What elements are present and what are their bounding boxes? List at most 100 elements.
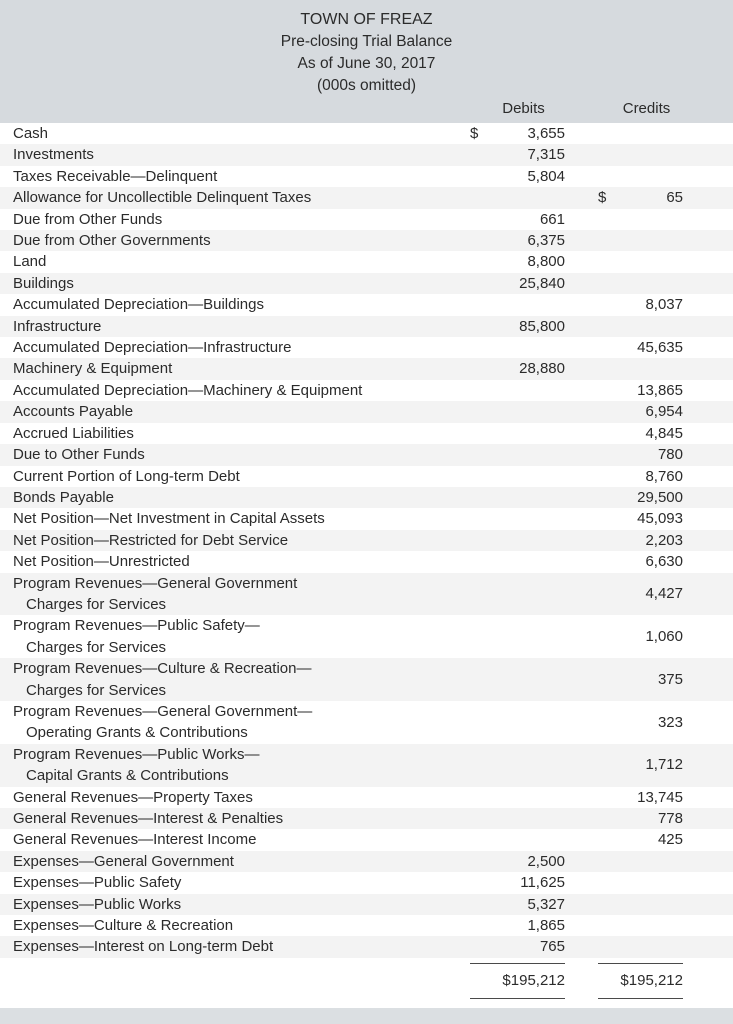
credit-amount: 778 — [657, 810, 683, 827]
account-line2: Charges for Services — [26, 595, 167, 613]
debit-amount: 1,865 — [527, 917, 565, 935]
account-name: Taxes Receivable—Delinquent — [13, 166, 470, 187]
credit-amount: 780 — [657, 446, 683, 464]
credit-amount: 1,712 — [645, 756, 683, 774]
debit-amount: 28,880 — [519, 360, 565, 378]
debit-cell: 2,500 — [470, 851, 565, 872]
account-line1: Accumulated Depreciation—Infrastructure — [13, 339, 292, 357]
table-row: Program Revenues—Culture & Recreation— Ch… — [0, 658, 733, 701]
credit-cell: 375 — [598, 669, 683, 690]
debit-cell: 661 — [470, 209, 565, 230]
account-name: Current Portion of Long-term Debt — [13, 466, 470, 487]
credit-amount: 65 — [666, 189, 683, 207]
account-line1: Infrastructure — [13, 317, 102, 335]
credit-amount: 425 — [657, 831, 683, 849]
account-line1: Program Revenues—Culture & Recreation— — [13, 660, 312, 678]
account-line1: Buildings — [13, 274, 74, 292]
credit-amount: 13,745 — [637, 788, 683, 806]
account-name: Bonds Payable — [13, 487, 470, 508]
debit-cell: 6,375 — [470, 230, 565, 251]
debit-cell: $3,655 — [470, 123, 565, 144]
account-line1: Current Portion of Long-term Debt — [13, 467, 240, 485]
credit-cell: 4,427 — [598, 583, 683, 604]
debit-cell: 5,804 — [470, 166, 565, 187]
account-line1: Accounts Payable — [13, 403, 134, 421]
account-line1: Expenses—Culture & Recreation — [13, 917, 234, 935]
table-row: Machinery & Equipment 28,880 — [0, 358, 733, 380]
credit-amount: 4,845 — [645, 424, 683, 442]
table-row: Allowance for Uncollectible Delinquent T… — [0, 187, 733, 209]
account-line1: Expenses—Public Safety — [13, 874, 182, 892]
table-row: Accumulated Depreciation—Machinery & Equ… — [0, 380, 733, 401]
table-row: Expenses—Public Works 5,327 — [0, 893, 733, 916]
credit-cell: 6,954 — [598, 401, 683, 422]
debit-cell: 5,327 — [470, 894, 565, 915]
account-name: Program Revenues—General Government Charg… — [13, 573, 470, 616]
credit-cell: 778 — [598, 808, 683, 829]
account-line1: Cash — [13, 125, 49, 142]
account-line1: Program Revenues—Public Works— — [13, 745, 260, 763]
credit-amount: 29,500 — [637, 488, 683, 506]
account-name: Investments — [13, 144, 470, 165]
debit-amount: 3,655 — [527, 125, 565, 142]
account-name: Accumulated Depreciation—Machinery & Equ… — [13, 380, 470, 401]
credit-cell: 425 — [598, 829, 683, 850]
account-line1: Investments — [13, 146, 94, 164]
credit-amount: 45,635 — [637, 339, 683, 357]
account-name: Net Position—Net Investment in Capital A… — [13, 508, 470, 529]
account-name: Net Position—Unrestricted — [13, 551, 470, 572]
credit-cell: 45,635 — [598, 337, 683, 358]
table-row: General Revenues—Property Taxes 13,745 — [0, 787, 733, 808]
table-row: Accrued Liabilities 4,845 — [0, 423, 733, 444]
totals-row: $195,212 $195,212 — [0, 962, 733, 999]
table-row: General Revenues—Interest & Penalties 778 — [0, 808, 733, 830]
account-line1: Due from Other Funds — [13, 210, 163, 228]
account-name: Expenses—General Government — [13, 851, 470, 872]
account-name: Due to Other Funds — [13, 444, 470, 465]
account-line1: Accrued Liabilities — [13, 424, 134, 442]
account-name: Cash — [13, 123, 470, 144]
debit-amount: 85,800 — [519, 317, 565, 335]
account-line1: Program Revenues—General Government— — [13, 702, 313, 720]
account-line1: Expenses—Public Works — [13, 895, 182, 913]
debit-amount: 5,804 — [527, 167, 565, 185]
account-line1: Due from Other Governments — [13, 232, 211, 250]
table-row: Accumulated Depreciation—Buildings 8,037 — [0, 294, 733, 315]
table-row: Taxes Receivable—Delinquent 5,804 — [0, 166, 733, 187]
credit-amount: 323 — [657, 713, 683, 731]
credit-amount: 4,427 — [645, 585, 683, 603]
table-row: Expenses—Public Safety 11,625 — [0, 872, 733, 893]
account-name: Buildings — [13, 273, 470, 294]
account-name: Accumulated Depreciation—Buildings — [13, 294, 470, 315]
account-name: Expenses—Public Works — [13, 894, 470, 915]
table-row: Program Revenues—Public Works— Capital Gr… — [0, 743, 733, 787]
account-name: Due from Other Funds — [13, 209, 470, 230]
debit-cell: 765 — [470, 936, 565, 957]
table-row: Net Position—Restricted for Debt Service… — [0, 529, 733, 552]
table-row: Land 8,800 — [0, 251, 733, 272]
account-name: General Revenues—Property Taxes — [13, 787, 470, 808]
table-row: General Revenues—Interest Income 425 — [0, 829, 733, 850]
debit-cell: 11,625 — [470, 872, 565, 893]
credit-amount: 13,865 — [637, 381, 683, 399]
column-headers: Debits Credits — [0, 97, 733, 123]
account-line1: General Revenues—Property Taxes — [13, 788, 253, 806]
account-line1: Expenses—General Government — [13, 852, 234, 870]
credit-cell: 29,500 — [598, 487, 683, 508]
account-line1: Net Position—Restricted for Debt Service — [13, 531, 289, 549]
table-row: Due from Other Governments 6,375 — [0, 230, 733, 252]
credit-cell: 6,630 — [598, 551, 683, 572]
debits-total: $195,212 — [470, 962, 565, 999]
trial-balance-rows: Cash $3,655 Investments 7,315 Taxes Receivab… — [0, 123, 733, 958]
table-row: Due to Other Funds 780 — [0, 444, 733, 466]
account-line1: Expenses—Interest on Long-term Debt — [13, 938, 274, 956]
account-line2: Charges for Services — [26, 681, 167, 699]
account-name: General Revenues—Interest Income — [13, 829, 470, 850]
table-row: Infrastructure 85,800 — [0, 315, 733, 338]
credit-amount: 6,630 — [645, 553, 683, 571]
account-line1: Taxes Receivable—Delinquent — [13, 167, 218, 185]
account-name: Program Revenues—Public Safety— Charges f… — [13, 615, 470, 658]
table-row: Expenses—General Government 2,500 — [0, 850, 733, 873]
units-note: (000s omitted) — [316, 77, 417, 94]
footer-band — [0, 1008, 733, 1024]
